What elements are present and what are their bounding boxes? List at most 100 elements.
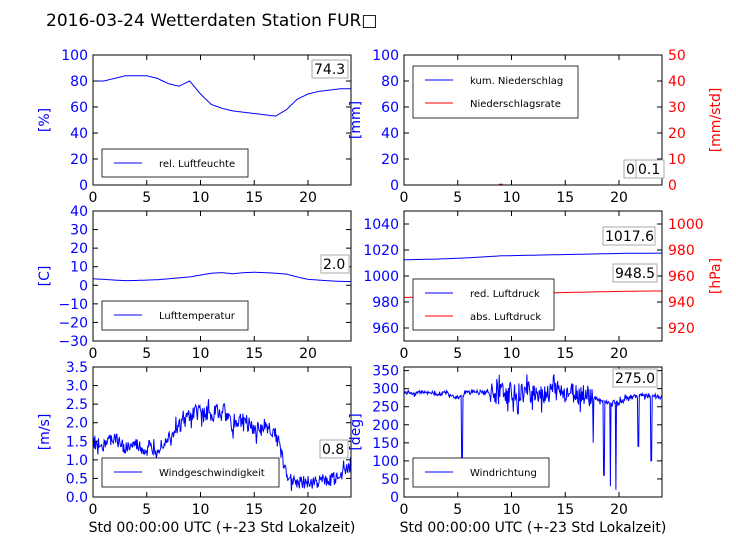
y-tick-label: −20	[58, 315, 88, 331]
figure-title: 2016-03-24 Wetterdaten Station FUR□	[46, 11, 377, 31]
y2-axis-label: [hPa]	[708, 258, 724, 294]
x-tick-label: 5	[142, 502, 151, 518]
legend-entry: rel. Luftfeuchte	[159, 159, 235, 170]
plot-frame	[92, 210, 352, 342]
readout-box	[612, 368, 658, 388]
x-tick-label: 5	[453, 346, 462, 362]
series-group	[93, 399, 351, 492]
y-tick-label: 1000	[363, 269, 399, 285]
y-tick-label: 3.5	[66, 360, 88, 376]
y-tick-label: 1020	[363, 243, 399, 259]
y-tick-label: 3.0	[66, 379, 88, 395]
panel-humidity: 0 5 10 15 20 0 20 40 60 80 100 [%] 74.3 rel. Luftfeuc…	[37, 48, 352, 206]
value-readout: 0.1	[638, 162, 660, 178]
y2-tick-label: 40	[668, 74, 686, 90]
panel-pressure: 0 5 10 15 20 960 980 1000 1020 1040 920 940 960 980 10…	[363, 210, 724, 362]
y-tick-label: 80	[70, 74, 88, 90]
series-line-1	[93, 75, 351, 117]
x-tick-label: 20	[610, 190, 628, 206]
x-tick-label: 5	[142, 190, 151, 206]
x-tick-label: 20	[299, 502, 317, 518]
y-tick-label: 1.5	[66, 434, 88, 450]
value-readout: 1017.6	[605, 229, 654, 245]
y-tick-label: 80	[381, 74, 399, 90]
x-tick-label: 5	[453, 190, 462, 206]
legend-frame	[412, 278, 555, 331]
series-group	[93, 271, 351, 283]
x-tick-label: 0	[89, 502, 98, 518]
legend-entry: Windrichtung	[470, 468, 537, 479]
legend: rel. Luftfeuchte	[101, 148, 249, 178]
x-tick-label: 20	[610, 502, 628, 518]
series-group	[404, 374, 662, 490]
y-tick-label: 20	[70, 152, 88, 168]
y2-tick-label: 980	[668, 243, 695, 259]
series-line-1	[93, 399, 351, 492]
y-tick-label: 300	[372, 382, 399, 398]
x-tick-label: 15	[556, 346, 574, 362]
x-tick-label: 20	[299, 190, 317, 206]
plot-frame	[92, 54, 352, 186]
readout-box	[320, 254, 350, 274]
y-tick-label: 100	[372, 454, 399, 470]
y-tick-label: 2.5	[66, 397, 88, 413]
y-axis-label: [deg]	[348, 413, 364, 450]
plot-frame	[403, 366, 663, 498]
legend: red. Luftdruck abs. Luftdruck	[412, 278, 555, 331]
y2-tick-label: 0	[668, 178, 677, 194]
y2-tick-label: 940	[668, 295, 695, 311]
y-tick-label: 0	[390, 490, 399, 506]
readout-box	[602, 226, 656, 246]
x-tick-label: 0	[89, 346, 98, 362]
y-axis-label: [C]	[37, 266, 53, 287]
y2-tick-label: 10	[668, 152, 686, 168]
x-tick-label: 0	[89, 190, 98, 206]
y2-tick-label: 920	[668, 321, 695, 337]
value-readout: 74.3	[314, 62, 345, 78]
y2-tick-label: 50	[668, 48, 686, 64]
legend-entry: abs. Luftdruck	[470, 312, 541, 323]
x-tick-label: 10	[192, 190, 210, 206]
x-tick-label: 15	[245, 346, 263, 362]
y-tick-label: 20	[70, 241, 88, 257]
x-tick-label: 10	[192, 502, 210, 518]
legend: kum. Niederschlag Niederschlagsrate	[412, 65, 579, 119]
readout-box	[311, 59, 349, 79]
series-line-1	[404, 374, 662, 490]
y-tick-label: 60	[381, 100, 399, 116]
series-group	[93, 75, 351, 117]
y-tick-label: 150	[372, 436, 399, 452]
x-tick-label: 5	[453, 502, 462, 518]
y-tick-label: 0	[79, 278, 88, 294]
y-tick-label: −30	[58, 334, 88, 350]
y-tick-label: 100	[61, 48, 88, 64]
y-tick-label: 0	[79, 178, 88, 194]
y-tick-label: 10	[70, 260, 88, 276]
x-tick-label: 15	[556, 190, 574, 206]
y-tick-label: 20	[381, 152, 399, 168]
y-tick-label: 2.0	[66, 416, 88, 432]
y2-tick-label: 30	[668, 100, 686, 116]
value-readout: 275.0	[615, 371, 655, 387]
legend-entry: Lufttemperatur	[159, 311, 236, 322]
x-tick-label: 20	[299, 346, 317, 362]
series-line-1	[93, 271, 351, 283]
panel-temperature: 0 5 10 15 20 −30 −20 −10 0 10 20 30 40 [C] 2.0 Lufttemp…	[37, 204, 352, 362]
y-axis-label: [%]	[37, 108, 53, 132]
x-tick-label: 0	[400, 346, 409, 362]
legend: Lufttemperatur	[101, 300, 249, 331]
x-tick-label: 15	[245, 190, 263, 206]
legend-frame	[412, 65, 579, 119]
y-tick-label: 100	[372, 48, 399, 64]
x-tick-label: 0	[400, 190, 409, 206]
readout-box	[319, 439, 349, 459]
plot-frame	[403, 54, 663, 186]
y2-tick-label: 960	[668, 269, 695, 285]
series-line-1	[404, 252, 662, 261]
y-axis-label: [m/s]	[37, 414, 53, 451]
y-tick-label: −10	[58, 297, 88, 313]
readout-box	[612, 263, 658, 283]
x-tick-label: 10	[503, 346, 521, 362]
